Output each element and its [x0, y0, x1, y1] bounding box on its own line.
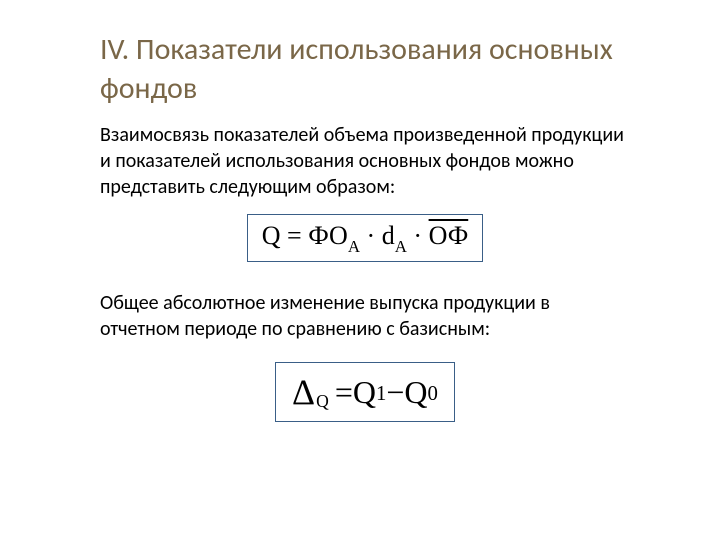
f2-delta: Δ: [292, 371, 315, 413]
f1-t1-sub: А: [348, 237, 360, 256]
f1-dot: ·: [360, 221, 382, 250]
formula-1: Q = ФОА · dА · ОФ: [262, 221, 468, 250]
f1-lhs: Q: [262, 221, 281, 250]
f1-dot2: ·: [407, 221, 429, 250]
f1-t2-sub: А: [395, 237, 407, 256]
f2-q1: Q: [353, 374, 376, 411]
f1-eq: =: [281, 221, 309, 250]
f1-t1: ФО: [308, 221, 348, 250]
formula-1-box: Q = ФОА · dА · ОФ: [247, 214, 483, 262]
formula-2-wrap: ΔQ = Q1 − Q0: [100, 362, 630, 422]
slide: IV. Показатели использования основных фо…: [0, 0, 720, 442]
formula-2: ΔQ = Q1 − Q0: [292, 371, 438, 413]
f2-delta-sub: Q: [316, 391, 329, 412]
paragraph-1: Взаимосвязь показателей объема произведе…: [100, 122, 630, 200]
formula-1-wrap: Q = ФОА · dА · ОФ: [100, 214, 630, 262]
f2-minus: −: [386, 374, 404, 411]
page-title: IV. Показатели использования основных фо…: [100, 30, 630, 108]
f1-t2: d: [382, 221, 395, 250]
f2-q0-sub: 0: [428, 382, 438, 406]
f1-t3: ОФ: [429, 221, 469, 250]
paragraph-2: Общее абсолютное изменение выпуска проду…: [100, 290, 630, 342]
f2-q0: Q: [404, 374, 427, 411]
f2-q1-sub: 1: [376, 382, 386, 406]
formula-2-box: ΔQ = Q1 − Q0: [275, 362, 455, 422]
f2-eq: =: [335, 374, 353, 411]
